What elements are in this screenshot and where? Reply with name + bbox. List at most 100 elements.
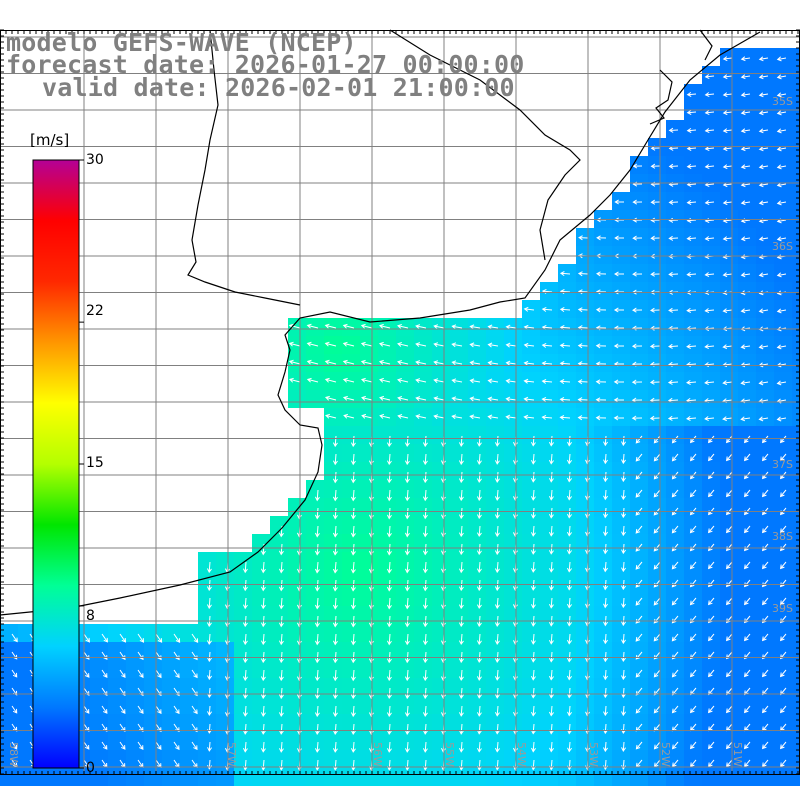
field-cell bbox=[756, 264, 774, 282]
field-cell bbox=[774, 426, 792, 444]
field-cell bbox=[342, 534, 360, 552]
field-cell bbox=[612, 372, 630, 390]
wind-arrow bbox=[722, 110, 733, 116]
wind-arrow bbox=[505, 324, 517, 330]
field-cell bbox=[396, 444, 414, 462]
field-cell bbox=[738, 84, 756, 102]
field-cell bbox=[144, 678, 162, 696]
wind-arrow bbox=[761, 741, 769, 750]
wind-arrow bbox=[740, 200, 751, 206]
field-cell bbox=[378, 444, 396, 462]
field-cell bbox=[576, 588, 594, 606]
field-cell bbox=[252, 714, 270, 732]
wind-arrow bbox=[577, 289, 589, 295]
field-cell bbox=[630, 768, 648, 786]
field-cell bbox=[252, 642, 270, 660]
wind-arrow bbox=[422, 705, 428, 717]
wind-arrow bbox=[722, 92, 733, 98]
field-cell bbox=[360, 624, 378, 642]
field-cell bbox=[666, 426, 684, 444]
wind-arrow bbox=[360, 359, 373, 365]
field-cell bbox=[720, 336, 738, 354]
field-cell bbox=[108, 678, 126, 696]
field-cell bbox=[594, 624, 612, 642]
field-cell bbox=[630, 624, 648, 642]
field-cell bbox=[468, 642, 486, 660]
field-cell bbox=[540, 534, 558, 552]
field-cell bbox=[738, 696, 756, 714]
field-cell bbox=[540, 678, 558, 696]
wind-arrow bbox=[653, 597, 661, 606]
wind-arrow bbox=[671, 705, 679, 714]
field-cell bbox=[792, 408, 800, 426]
wind-arrow bbox=[397, 378, 409, 383]
field-cell bbox=[324, 624, 342, 642]
field-cell bbox=[324, 534, 342, 552]
field-cell bbox=[360, 516, 378, 534]
field-cell bbox=[198, 732, 216, 750]
field-cell bbox=[756, 120, 774, 138]
field-cell bbox=[414, 624, 432, 642]
wind-arrow bbox=[603, 471, 609, 483]
wind-arrow bbox=[704, 110, 715, 116]
wind-arrow bbox=[523, 414, 535, 420]
wind-arrow bbox=[531, 741, 537, 753]
wind-arrow bbox=[469, 342, 481, 348]
field-cell bbox=[396, 570, 414, 588]
field-cell bbox=[756, 750, 774, 768]
field-cell bbox=[468, 570, 486, 588]
field-cell bbox=[504, 606, 522, 624]
field-cell bbox=[324, 480, 342, 498]
wind-arrow bbox=[704, 362, 715, 368]
field-cell bbox=[90, 678, 108, 696]
wind-arrow bbox=[743, 525, 751, 534]
field-cell bbox=[774, 444, 792, 462]
wind-arrow bbox=[668, 109, 679, 115]
field-cell bbox=[630, 192, 648, 210]
field-cell bbox=[612, 480, 630, 498]
field-cell bbox=[216, 660, 234, 678]
field-cell bbox=[198, 642, 216, 660]
wind-arrow bbox=[314, 579, 320, 592]
wind-arrow bbox=[559, 397, 571, 403]
wind-arrow bbox=[631, 415, 643, 421]
field-cell bbox=[648, 714, 666, 732]
field-cell bbox=[504, 480, 522, 498]
wind-arrow bbox=[494, 507, 500, 519]
field-cell bbox=[648, 660, 666, 678]
wind-arrow bbox=[350, 507, 356, 520]
field-cell bbox=[486, 390, 504, 408]
field-cell bbox=[324, 426, 342, 444]
field-cell bbox=[216, 642, 234, 660]
field-cell bbox=[594, 408, 612, 426]
field-cell bbox=[702, 336, 720, 354]
wind-arrow bbox=[621, 705, 627, 717]
field-cell bbox=[522, 372, 540, 390]
field-cell bbox=[684, 228, 702, 246]
field-cell bbox=[738, 246, 756, 264]
field-cell bbox=[396, 678, 414, 696]
field-cell bbox=[792, 354, 800, 372]
field-cell bbox=[558, 768, 576, 786]
field-cell bbox=[540, 372, 558, 390]
field-cell bbox=[360, 426, 378, 444]
wind-arrow bbox=[530, 687, 536, 699]
field-cell bbox=[486, 588, 504, 606]
field-cell bbox=[576, 426, 594, 444]
wind-arrow bbox=[707, 741, 715, 750]
field-cell bbox=[432, 426, 450, 444]
field-cell bbox=[198, 714, 216, 732]
wind-arrow bbox=[494, 723, 500, 735]
wind-arrow bbox=[242, 723, 248, 735]
field-cell bbox=[774, 606, 792, 624]
wind-arrow bbox=[476, 741, 482, 753]
field-cell bbox=[558, 498, 576, 516]
field-cell bbox=[666, 228, 684, 246]
wind-arrow bbox=[242, 597, 248, 610]
wind-arrow bbox=[779, 705, 787, 714]
wind-arrow bbox=[653, 615, 661, 624]
field-cell bbox=[486, 552, 504, 570]
field-cell bbox=[702, 120, 720, 138]
field-cell bbox=[126, 660, 144, 678]
field-cell bbox=[666, 606, 684, 624]
